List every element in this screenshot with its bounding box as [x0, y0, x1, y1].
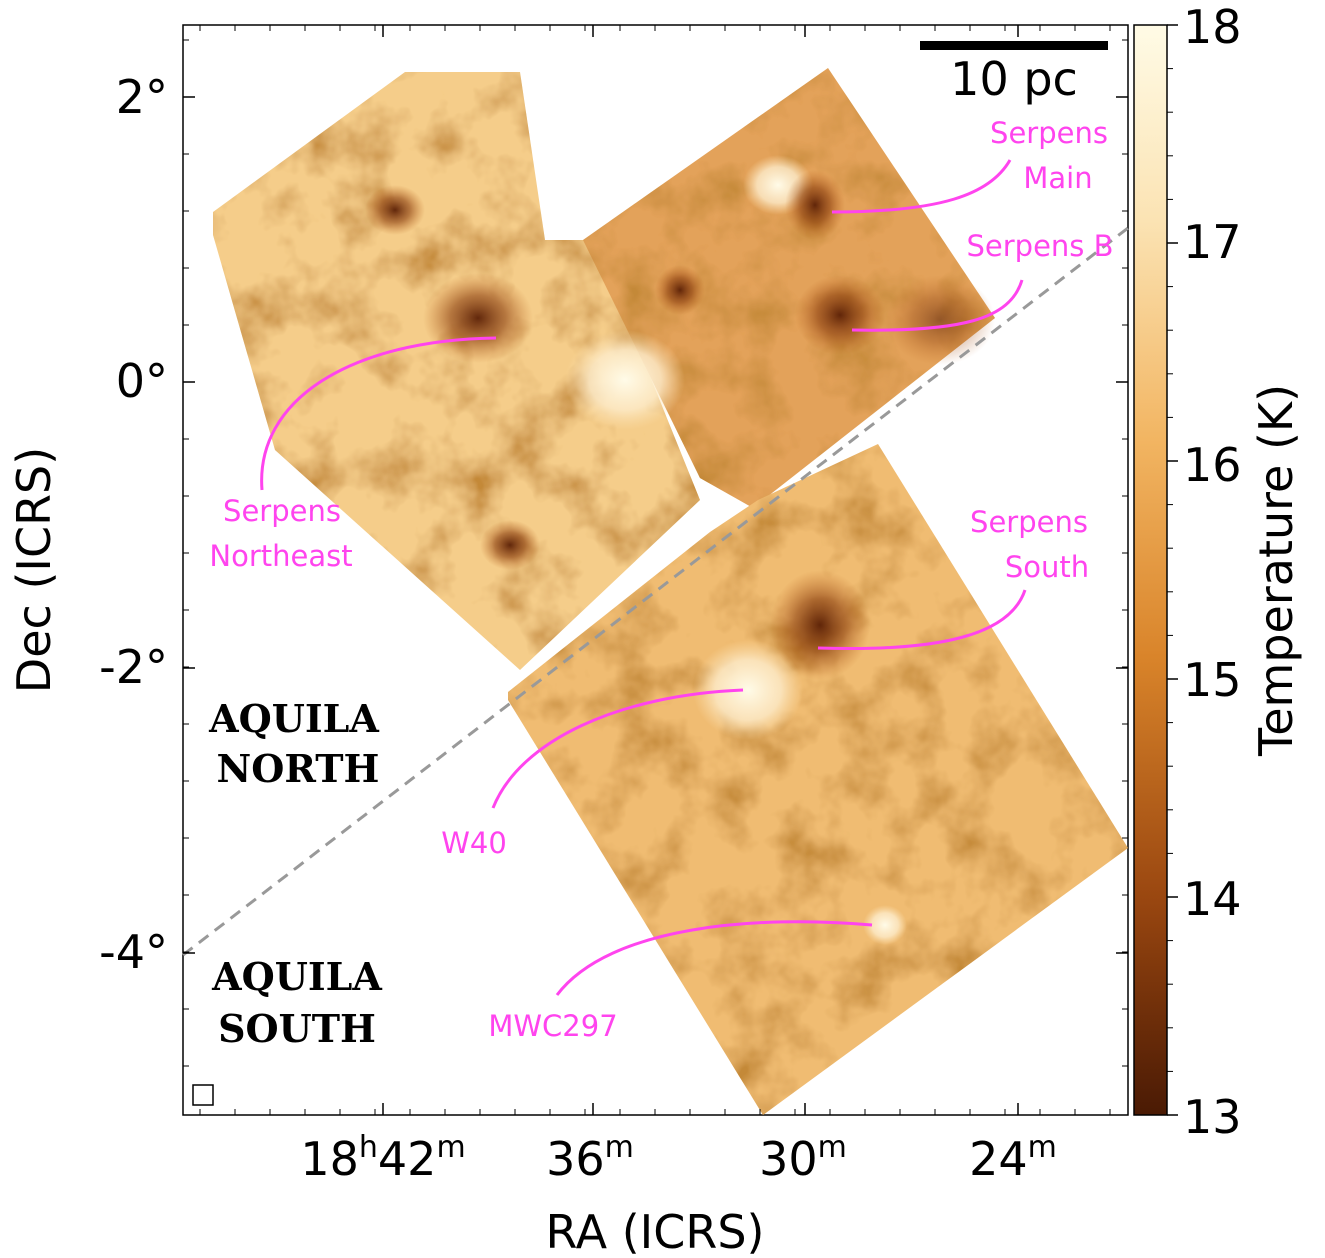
annotations: Serpens Main Serpens B Serpens Northeast…	[209, 116, 1113, 1043]
serpens-northeast-label-line1: Serpens	[223, 494, 341, 528]
region-south-line2: SOUTH	[218, 1006, 376, 1051]
filament-west	[480, 520, 540, 570]
w40-label: W40	[441, 826, 507, 860]
colorbar: 18 17 16 15 14 13 Temperature (K)	[1133, 0, 1303, 1144]
y-tick-label: 0°	[116, 354, 168, 408]
serpens-b-core	[795, 275, 885, 355]
mwc297-hot-spot	[863, 905, 907, 945]
colorbar-tick-label: 15	[1183, 653, 1242, 707]
x-tick-label: 24m	[969, 1130, 1057, 1186]
serpens-south-core	[770, 570, 870, 680]
filament-mid	[655, 265, 705, 315]
colorbar-gradient	[1133, 24, 1168, 1116]
x-axis-title: RA (ICRS)	[546, 1205, 765, 1258]
filament-north	[365, 185, 425, 235]
serpens-main-label-line2: Main	[1023, 161, 1092, 195]
serpens-northeast-core	[423, 273, 533, 363]
serpens-northeast-pointer	[260, 336, 497, 491]
x-tick-label: 36m	[546, 1130, 634, 1186]
y-tick-label: -4°	[99, 925, 168, 979]
colorbar-ticks	[1167, 24, 1178, 1116]
serpens-northeast-label-line2: Northeast	[209, 539, 352, 573]
tile-north-west	[213, 72, 700, 670]
central-hot-region	[565, 330, 685, 430]
scale-bar: 10 pc	[920, 41, 1108, 106]
tile-south	[508, 444, 1128, 1115]
x-axis: 18h42m 36m 30m 24m RA (ICRS)	[300, 1130, 1057, 1258]
colorbar-tick-label: 18	[1183, 0, 1242, 54]
serpens-main-core	[785, 170, 845, 240]
scale-bar-line	[920, 41, 1108, 50]
serpens-south-label-line1: Serpens	[970, 505, 1088, 539]
x-tick-label: 18h42m	[300, 1130, 465, 1186]
mwc297-pointer	[555, 920, 873, 996]
serpens-south-pointer	[817, 589, 1027, 651]
map-tick-marks	[183, 25, 1128, 1115]
serpens-south-label-line2: South	[1005, 550, 1089, 584]
temperature-features	[365, 155, 995, 945]
colorbar-title: Temperature (K)	[1249, 384, 1303, 757]
serpens-b-pointer	[851, 279, 1024, 332]
y-tick-label: 2°	[116, 70, 168, 124]
y-axis-title: Dec (ICRS)	[7, 447, 61, 693]
colorbar-tick-label: 13	[1183, 1090, 1242, 1144]
colorbar-tick-label: 16	[1183, 438, 1242, 492]
colorbar-tick-label: 14	[1183, 872, 1242, 926]
beam-box	[192, 1084, 214, 1106]
temperature-tiles	[213, 68, 1128, 1115]
filament-east	[885, 275, 995, 365]
region-south-line1: AQUILA	[211, 954, 382, 999]
serpens-main-pointer	[831, 159, 1012, 214]
region-north-line1: AQUILA	[208, 696, 379, 741]
y-tick-label: -2°	[99, 640, 168, 694]
serpens-b-label: Serpens B	[966, 229, 1113, 263]
y-axis: 2° 0° -2° -4° Dec (ICRS)	[7, 70, 168, 979]
scale-bar-label: 10 pc	[950, 52, 1078, 106]
serpens-main-label-line1: Serpens	[990, 116, 1108, 150]
map-panel: 10 pc AQUILA NORTH AQUILA SOUTH Serpens …	[182, 24, 1129, 1116]
tile-north-east	[583, 68, 995, 508]
mwc297-label: MWC297	[488, 1009, 617, 1043]
x-tick-label: 30m	[759, 1130, 847, 1186]
w40-pointer	[491, 688, 744, 809]
colorbar-tick-label: 17	[1183, 215, 1242, 269]
w40-hot-region	[693, 640, 803, 740]
region-north-line2: NORTH	[217, 746, 380, 791]
